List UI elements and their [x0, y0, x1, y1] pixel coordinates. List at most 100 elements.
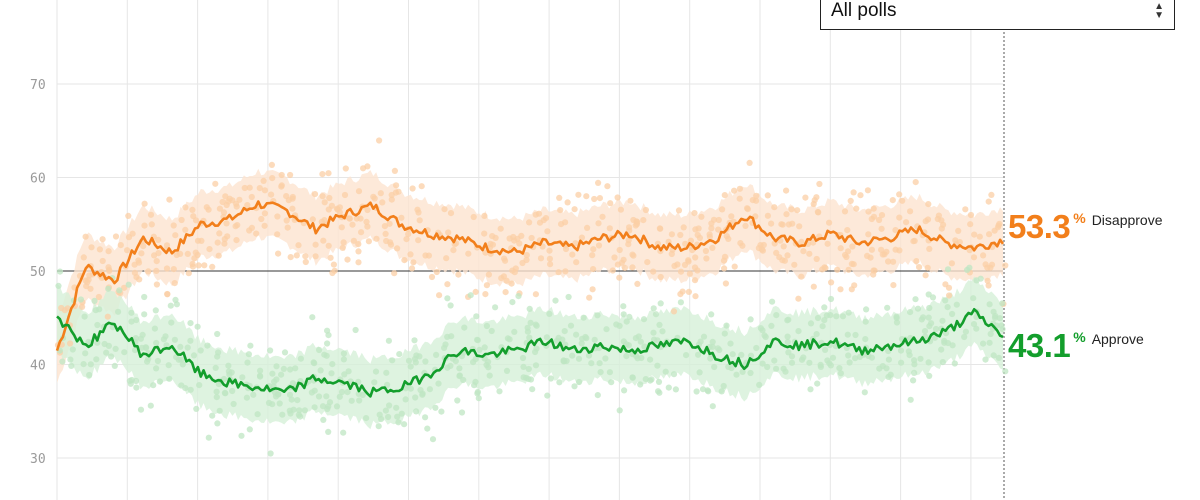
- approve-poll-dot: [460, 376, 467, 384]
- disapprove-value: 53.3: [1008, 208, 1071, 245]
- disapprove-poll-dot: [274, 231, 281, 238]
- disapprove-poll-dot: [225, 198, 232, 205]
- disapprove-poll-dot: [572, 240, 579, 247]
- disapprove-poll-dot: [686, 270, 694, 277]
- approve-poll-dot: [884, 304, 891, 311]
- approve-poll-dot: [784, 317, 791, 324]
- disapprove-poll-dot: [837, 245, 844, 252]
- disapprove-poll-dot: [753, 197, 760, 204]
- approve-poll-dot: [407, 385, 414, 392]
- disapprove-poll-dot: [857, 192, 864, 199]
- disapprove-poll-dot: [364, 206, 371, 214]
- disapprove-poll-dot: [428, 273, 436, 281]
- disapprove-poll-dot: [721, 192, 728, 199]
- approve-poll-dot: [137, 406, 145, 413]
- disapprove-poll-dot: [509, 267, 516, 274]
- disapprove-poll-dot: [780, 243, 787, 250]
- approve-poll-dot: [665, 384, 672, 391]
- approve-poll-dot: [407, 363, 414, 370]
- disapprove-poll-dot: [709, 244, 716, 251]
- disapprove-poll-dot: [164, 291, 171, 298]
- approve-poll-dot: [488, 327, 495, 335]
- disapprove-poll-dot: [783, 187, 790, 194]
- disapprove-poll-dot: [654, 240, 662, 247]
- disapprove-poll-dot: [850, 189, 857, 196]
- disapprove-poll-dot: [166, 196, 173, 203]
- approve-poll-dot: [921, 328, 929, 335]
- disapprove-poll-dot: [987, 264, 994, 271]
- disapprove-unit: %: [1073, 210, 1086, 226]
- disapprove-poll-dot: [309, 216, 316, 223]
- disapprove-poll-dot: [87, 285, 94, 292]
- approve-poll-dot: [187, 320, 194, 327]
- approve-poll-dot: [560, 358, 567, 365]
- approve-poll-dot: [578, 340, 585, 347]
- disapprove-poll-dot: [253, 230, 260, 237]
- disapprove-poll-dot: [848, 286, 855, 293]
- disapprove-poll-dot: [796, 223, 803, 230]
- poll-dots: [54, 137, 1009, 457]
- approve-poll-dot: [193, 405, 200, 412]
- approve-poll-dot: [928, 320, 935, 327]
- approve-poll-dot: [707, 355, 714, 362]
- approve-poll-dot: [814, 314, 822, 322]
- approve-poll-dot: [917, 355, 924, 362]
- disapprove-poll-dot: [785, 221, 793, 228]
- disapprove-poll-dot: [355, 241, 362, 248]
- poll-filter-select[interactable]: All polls ▲ ▼: [820, 0, 1175, 30]
- disapprove-poll-dot: [79, 303, 86, 310]
- disapprove-poll-dot: [261, 210, 268, 217]
- disapprove-poll-dot: [671, 262, 678, 269]
- disapprove-poll-dot: [742, 222, 749, 229]
- approve-poll-dot: [108, 353, 115, 360]
- approve-poll-dot: [527, 319, 534, 326]
- approve-poll-dot: [650, 329, 657, 336]
- approve-poll-dot: [739, 368, 746, 375]
- approve-poll-dot: [642, 376, 649, 383]
- disapprove-poll-dot: [216, 230, 223, 237]
- approve-poll-dot: [91, 297, 98, 304]
- disapprove-poll-dot: [865, 231, 872, 238]
- disapprove-poll-dot: [99, 236, 106, 243]
- approve-poll-dot: [756, 381, 763, 388]
- approve-poll-dot: [340, 429, 347, 436]
- disapprove-poll-dot: [731, 263, 738, 270]
- disapprove-poll-dot: [759, 247, 767, 254]
- approve-poll-dot: [652, 311, 660, 318]
- disapprove-poll-dot: [205, 206, 212, 213]
- disapprove-poll-dot: [682, 240, 689, 247]
- approve-poll-dot: [87, 361, 94, 368]
- approve-poll-dot: [949, 342, 956, 349]
- disapprove-poll-dot: [675, 207, 683, 214]
- disapprove-poll-dot: [614, 261, 622, 268]
- approve-poll-dot: [807, 320, 815, 327]
- disapprove-poll-dot: [853, 205, 860, 212]
- disapprove-poll-dot: [614, 194, 621, 201]
- disapprove-poll-dot: [557, 207, 564, 214]
- approve-poll-dot: [837, 370, 845, 377]
- disapprove-poll-dot: [497, 225, 504, 232]
- approve-poll-dot: [150, 382, 157, 389]
- disapprove-poll-dot: [278, 183, 285, 190]
- disapprove-poll-dot: [546, 255, 554, 262]
- approve-poll-dot: [432, 404, 439, 411]
- approve-poll-dot: [257, 367, 264, 374]
- disapprove-poll-dot: [980, 252, 987, 259]
- approve-poll-dot: [529, 386, 536, 393]
- disapprove-poll-dot: [185, 270, 192, 277]
- disapprove-poll-dot: [779, 221, 786, 228]
- approve-poll-dot: [552, 297, 559, 304]
- approve-poll-dot: [216, 407, 223, 414]
- approve-poll-dot: [121, 349, 128, 356]
- approve-poll-dot: [209, 412, 216, 419]
- approve-poll-dot: [447, 302, 454, 309]
- approve-poll-dot: [852, 355, 859, 362]
- approve-poll-dot: [585, 352, 593, 359]
- approve-poll-dot: [998, 322, 1005, 329]
- disapprove-poll-dot: [401, 257, 408, 264]
- disapprove-poll-dot: [357, 215, 364, 222]
- approve-poll-dot: [385, 337, 392, 344]
- disapprove-poll-dot: [642, 206, 650, 214]
- approve-poll-dot: [325, 332, 332, 339]
- approve-poll-dot: [543, 334, 551, 341]
